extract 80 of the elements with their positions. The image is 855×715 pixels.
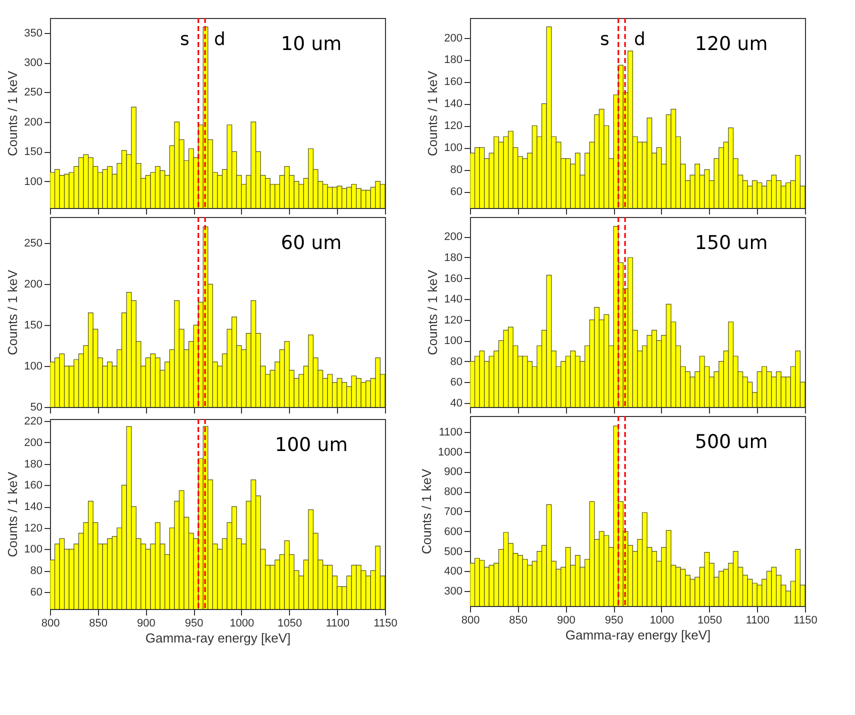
annotation: 500 um	[694, 431, 768, 453]
y-tick-label: 220	[24, 416, 42, 428]
annotation: 10 um	[280, 33, 342, 55]
y-tick-label: 140	[444, 98, 462, 110]
y-tick-label: 160	[24, 480, 42, 492]
x-axis-title: Gamma-ray energy [keV]	[565, 628, 711, 642]
y-tick-label: 160	[444, 272, 462, 285]
y-tick-label: 200	[24, 436, 42, 449]
y-tick-label: 800	[444, 486, 462, 498]
x-tick-label: 1100	[326, 618, 350, 630]
y-tick-label: 700	[444, 506, 462, 518]
y-tick-label: 200	[24, 116, 42, 128]
y-tick-label: 60	[450, 186, 462, 198]
y-tick-label: 500	[444, 546, 462, 558]
y-tick-label: 120	[444, 314, 462, 326]
x-tick-label: 900	[137, 618, 156, 630]
x-tick-label: 1000	[650, 614, 674, 626]
y-tick-label: 80	[450, 164, 462, 176]
y-tick-label: 200	[444, 231, 462, 244]
y-tick-label: 100	[24, 544, 42, 556]
annotation: 100 um	[274, 434, 348, 456]
x-tick-label: 1100	[746, 614, 770, 626]
x-tick-label: 1000	[230, 618, 254, 630]
x-tick-label: 800	[41, 618, 60, 630]
y-tick-label: 180	[444, 252, 462, 264]
y-axis-title: Counts / 1 keV	[5, 70, 20, 156]
x-tick-label: 1050	[698, 614, 722, 626]
y-tick-label: 50	[30, 402, 42, 414]
x-tick-label: 850	[89, 618, 108, 630]
y-tick-label: 200	[444, 32, 462, 44]
y-tick-label: 100	[444, 335, 462, 348]
y-tick-label: 160	[444, 76, 462, 88]
ref-line-label: s	[180, 29, 190, 50]
y-tick-label: 250	[24, 238, 42, 250]
y-axis-title: Counts / 1 keV	[5, 270, 20, 356]
y-tick-label: 40	[450, 397, 462, 410]
annotation: 60 um	[280, 232, 342, 254]
y-tick-label: 200	[24, 278, 42, 291]
y-tick-label: 140	[444, 294, 462, 306]
y-axis-title: Counts / 1 keV	[419, 468, 434, 554]
y-axis-title: Counts / 1 keV	[5, 472, 20, 558]
ref-line-label: d	[634, 29, 646, 50]
y-tick-label: 60	[30, 586, 42, 598]
y-tick-label: 1000	[438, 446, 462, 458]
y-tick-label: 300	[444, 586, 462, 598]
y-tick-label: 600	[444, 526, 462, 538]
x-tick-label: 800	[461, 614, 480, 626]
x-tick-label: 850	[509, 614, 528, 626]
y-tick-label: 80	[30, 565, 42, 578]
y-tick-label: 140	[24, 501, 42, 514]
y-tick-label: 120	[444, 120, 462, 132]
y-tick-label: 350	[24, 27, 42, 40]
annotation: 120 um	[694, 33, 768, 55]
y-tick-label: 900	[444, 466, 462, 478]
y-tick-label: 400	[444, 566, 462, 578]
y-tick-label: 180	[444, 54, 462, 66]
x-tick-label: 950	[604, 614, 624, 626]
y-tick-label: 100	[24, 360, 42, 373]
y-tick-label: 150	[24, 320, 42, 332]
x-tick-label: 1150	[374, 618, 398, 630]
x-axis-title: Gamma-ray energy [keV]	[145, 630, 291, 646]
x-tick-label: 900	[557, 614, 576, 626]
ref-line-label: s	[600, 29, 610, 50]
x-tick-label: 1150	[794, 614, 818, 626]
y-tick-label: 100	[444, 142, 462, 154]
y-axis-title: Counts / 1 keV	[425, 270, 440, 356]
annotation: 150 um	[694, 232, 768, 254]
y-tick-label: 1100	[438, 426, 462, 438]
y-tick-label: 100	[24, 176, 42, 188]
y-tick-label: 150	[24, 146, 42, 158]
y-tick-label: 80	[450, 356, 462, 368]
y-tick-label: 250	[24, 86, 42, 99]
y-tick-label: 120	[24, 522, 42, 534]
y-tick-label: 60	[450, 376, 462, 389]
x-tick-label: 1050	[278, 618, 302, 630]
y-tick-label: 300	[24, 57, 42, 70]
y-tick-label: 180	[24, 458, 42, 470]
x-tick-label: 950	[184, 618, 204, 630]
ref-line-label: d	[214, 29, 226, 50]
y-axis-title: Counts / 1 keV	[425, 70, 440, 156]
